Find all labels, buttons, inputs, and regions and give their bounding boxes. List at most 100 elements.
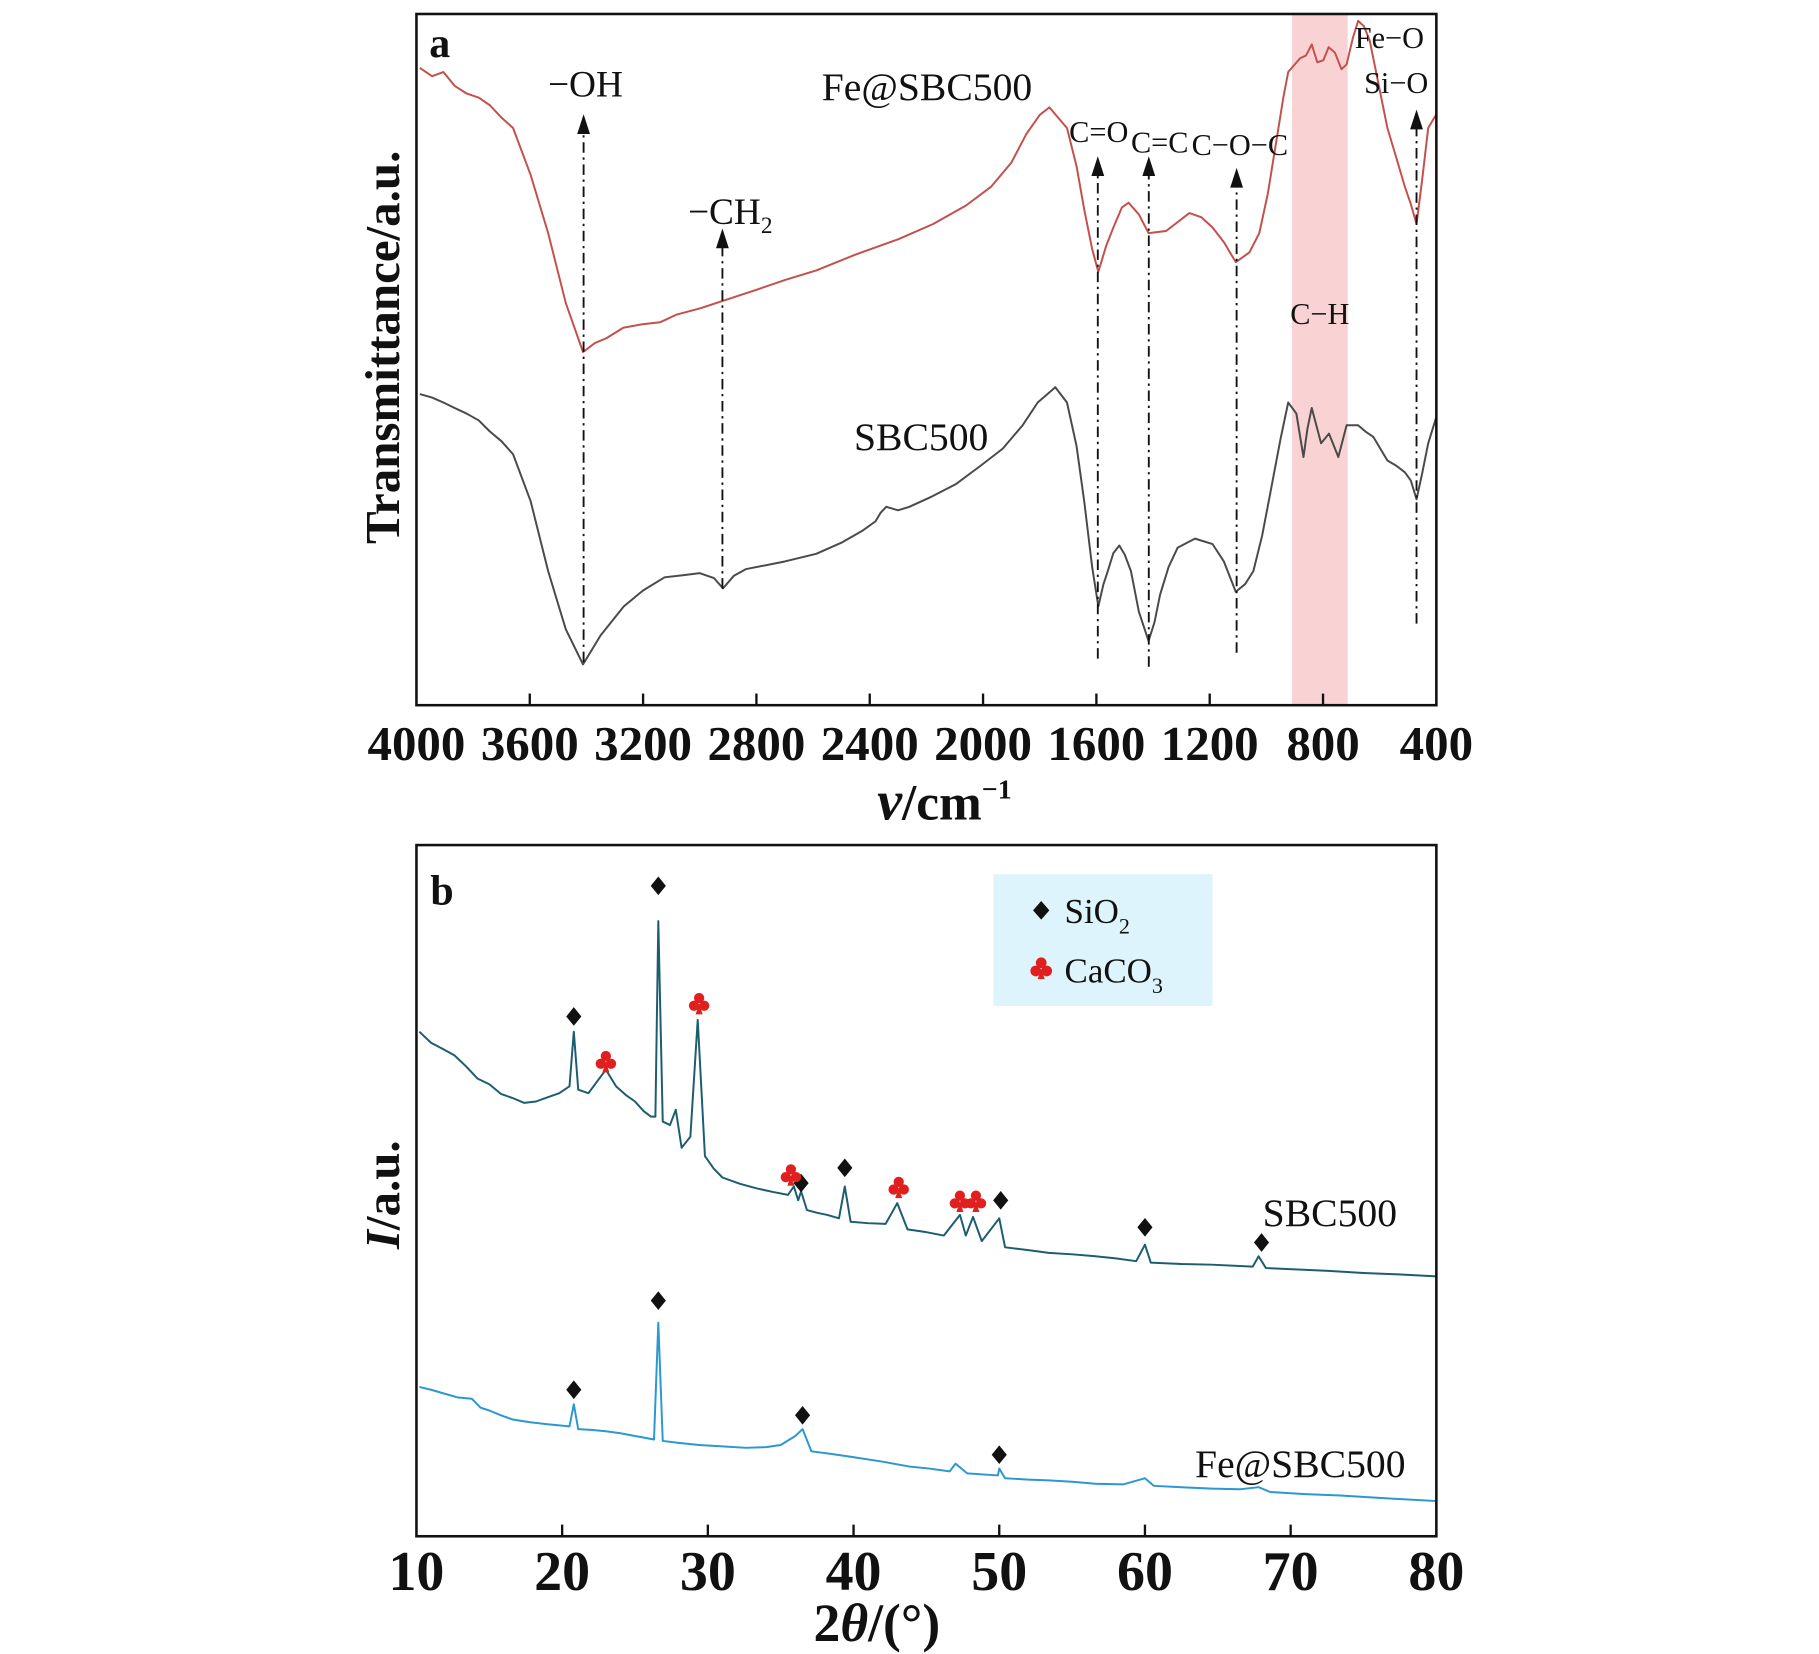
club-icon-leaf	[605, 1058, 617, 1069]
club-icon-stem	[1037, 968, 1045, 980]
b-y-axis-title: I/a.u.	[355, 1140, 410, 1250]
annotation-fe-o: Fe−O	[1355, 21, 1424, 55]
club-icon-leaf	[975, 1198, 987, 1209]
a-x-axis-symbol: ν	[877, 770, 903, 832]
annotation-ch2-main: −CH	[688, 192, 761, 233]
annotation-c-o: C=O	[1069, 115, 1128, 149]
a-series-layer	[419, 19, 1438, 666]
b-marker-club-sbc500	[688, 992, 710, 1015]
arrow-head-icon	[1230, 167, 1244, 188]
legend-label-sio2: SiO2	[1065, 892, 1130, 938]
b-x-tick-label: 40	[826, 1541, 882, 1603]
b-series-label-fe-sbc500: Fe@SBC500	[1195, 1442, 1405, 1486]
a-x-tick-label: 3200	[594, 716, 692, 771]
legend-sio2-main: SiO	[1065, 892, 1119, 931]
arrow-c-o	[1091, 156, 1105, 659]
a-x-tick-label: 2800	[707, 716, 805, 771]
arrow-c-c	[1142, 156, 1156, 667]
a-highlight-band	[1291, 13, 1348, 706]
arrow-ch	[716, 228, 729, 589]
club-icon-leaf	[693, 992, 705, 1004]
club-icon-leaf	[970, 1190, 982, 1201]
arrow-c-o-c	[1230, 167, 1244, 653]
b-x-tick-label: 60	[1117, 1541, 1173, 1603]
b-x-axis-prefix: 2	[814, 1593, 841, 1653]
club-icon-leaf	[688, 1000, 700, 1011]
club-icon-leaf	[1035, 957, 1047, 969]
a-series-line-sbc500	[419, 386, 1438, 666]
b-x-tick-label: 20	[534, 1541, 590, 1603]
club-icon-leaf	[595, 1058, 606, 1069]
club-icon-leaf	[780, 1171, 791, 1183]
legend-background	[993, 874, 1213, 1006]
club-icon-leaf	[1030, 965, 1042, 977]
b-series-line-fe-sbc500	[419, 1321, 1437, 1503]
a-band-layer	[1291, 13, 1348, 706]
b-legend: SiO2 CaCO3	[993, 874, 1213, 1006]
club-icon-stem	[972, 1201, 980, 1213]
b-marker-club-sbc500	[780, 1164, 802, 1186]
b-marker-diamond-fe-sbc500	[650, 1291, 666, 1310]
a-arrow-layer	[577, 109, 1423, 667]
b-series-line-sbc500	[418, 920, 1437, 1278]
b-panel-label: b	[430, 869, 453, 915]
b-marker-diamond-sbc500	[650, 876, 666, 896]
arrow-head-icon	[1142, 156, 1156, 177]
annotation-ch2-sub: 2	[761, 213, 773, 239]
club-icon-leaf	[790, 1171, 802, 1183]
club-icon-leaf	[949, 1198, 960, 1209]
a-x-axis-title: ν/cm−1	[877, 770, 1011, 832]
a-x-tick-label: 400	[1400, 716, 1473, 771]
b-marker-diamond-fe-sbc500	[794, 1405, 811, 1425]
annotation-oh: −OH	[548, 65, 623, 106]
arrow-head-icon	[577, 114, 591, 135]
a-x-tick-label: 2000	[934, 716, 1032, 771]
a-x-tick-label: 4000	[368, 716, 466, 771]
b-marker-diamond-sbc500	[1137, 1217, 1153, 1237]
diamond-icon	[1033, 901, 1050, 920]
a-x-axis-exponent: −1	[982, 774, 1012, 805]
b-series-label-sbc500: SBC500	[1263, 1191, 1397, 1235]
a-x-tick-label: 800	[1286, 716, 1359, 771]
b-marker-club-sbc500	[888, 1176, 909, 1199]
club-icon-leaf	[1041, 965, 1053, 977]
arrow-oh	[577, 114, 591, 663]
b-x-axis-unit: /(°)	[867, 1593, 940, 1653]
club-icon-stem	[787, 1175, 795, 1186]
a-series-label-sbc500: SBC500	[854, 415, 988, 459]
b-marker-diamond-sbc500	[566, 1007, 582, 1026]
b-marker-layer	[566, 876, 1270, 1465]
annotation-c-c: C=C	[1131, 126, 1189, 160]
band-label-c-h: C−H	[1290, 297, 1349, 331]
a-x-tick-label: 1600	[1047, 716, 1145, 771]
club-icon-leaf	[600, 1050, 611, 1062]
a-x-axis-unit: /cm	[901, 774, 982, 831]
legend-sio2-sub: 2	[1119, 914, 1130, 939]
a-x-axis-ticks: 4000 3600 3200 2800 2400 2000 1600 1200 800 400	[368, 693, 1473, 771]
a-x-tick-label: 1200	[1161, 716, 1259, 771]
club-icon-leaf	[893, 1176, 904, 1187]
club-icon-leaf	[965, 1198, 976, 1209]
arrow-head-icon	[716, 228, 729, 249]
b-x-tick-label: 70	[1263, 1541, 1319, 1603]
legend-caco3-main: CaCO	[1065, 952, 1152, 991]
panel-a-ftir: 4000 3600 3200 2800 2400 2000 1600 1200 800 400 a…	[355, 12, 1473, 832]
a-plot-frame	[415, 12, 1438, 707]
b-x-tick-label: 10	[388, 1541, 444, 1603]
b-marker-diamond-fe-sbc500	[991, 1445, 1007, 1465]
b-y-axis-unit: /a.u.	[355, 1140, 410, 1231]
b-x-tick-label: 80	[1408, 1541, 1464, 1603]
b-marker-club-sbc500	[595, 1050, 617, 1073]
b-x-axis-title: 2θ/(°)	[814, 1593, 941, 1653]
club-icon-leaf	[888, 1184, 899, 1195]
club-icon-leaf	[898, 1184, 909, 1195]
arrow-head-icon	[1091, 156, 1105, 177]
arrow-head-icon	[1410, 109, 1423, 130]
a-panel-label: a	[429, 21, 450, 67]
club-icon-stem	[956, 1201, 964, 1213]
club-icon	[1030, 957, 1053, 980]
arrow-fe-o	[1410, 109, 1423, 624]
b-x-axis-ticks: 10 20 30 40 50 60 70 80	[388, 1524, 1464, 1603]
b-plot-frame	[415, 843, 1438, 1538]
b-x-axis-symbol: θ	[840, 1593, 868, 1653]
